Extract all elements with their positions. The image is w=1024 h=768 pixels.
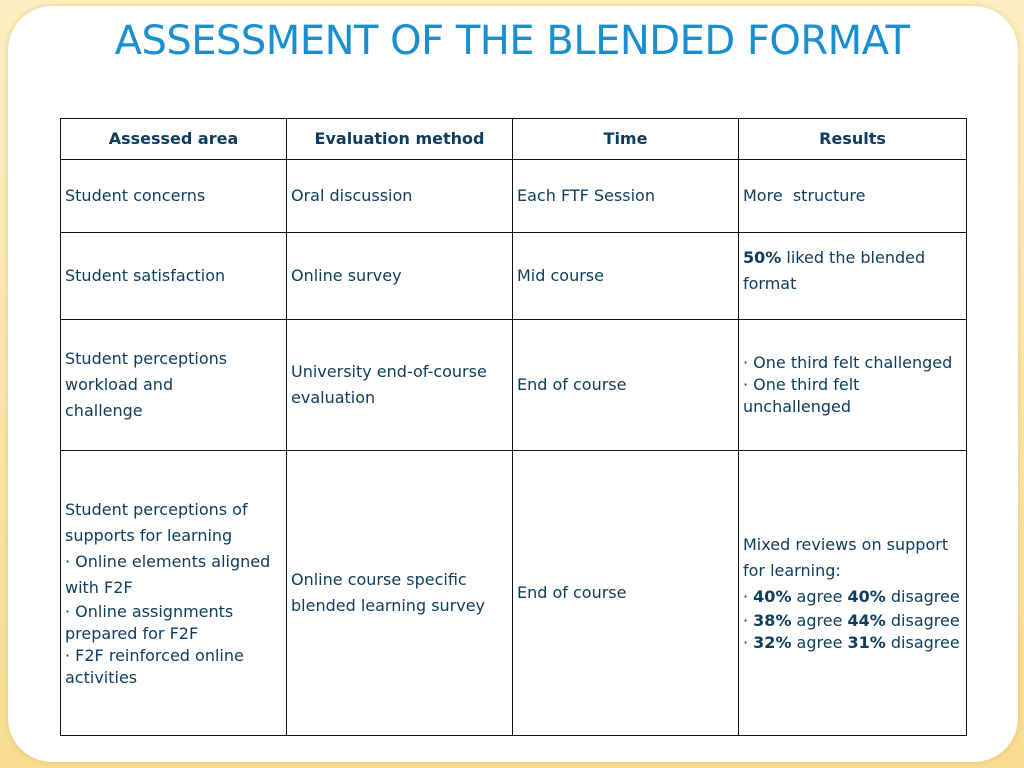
area-line: workload and	[65, 375, 174, 394]
method-line: University end-of-course	[291, 362, 487, 381]
cell-method: Online survey	[286, 232, 513, 320]
result-bullet: · One third felt challenged	[743, 353, 953, 372]
header-assessed-area: Assessed area	[60, 118, 287, 160]
cell-area: Student satisfaction	[60, 232, 287, 320]
cell-area: Student perceptions of supports for lear…	[60, 450, 287, 736]
disagree-word: disagree	[885, 587, 960, 606]
agree-pct: 38%	[753, 611, 792, 630]
table-header-row: Assessed area Evaluation method Time Res…	[60, 118, 967, 160]
cell-method: University end-of-course evaluation	[286, 319, 513, 451]
cell-method: Oral discussion	[286, 159, 513, 233]
cell-result: More structure	[738, 159, 967, 233]
result-item: · 38% agree 44% disagree	[743, 610, 962, 632]
agree-pct: 40%	[753, 587, 792, 606]
agree-word: agree	[791, 611, 848, 630]
table-row: Student satisfaction Online survey Mid c…	[60, 232, 967, 320]
cell-result: · One third felt challenged · One third …	[738, 319, 967, 451]
table-row: Student concerns Oral discussion Each FT…	[60, 159, 967, 233]
area-bullet: · Online assignments prepared for F2F	[65, 602, 234, 643]
result-text: liked the blended format	[743, 248, 926, 293]
bullet-dot: ·	[743, 611, 754, 630]
result-item: · 32% agree 31% disagree	[743, 632, 962, 654]
bullet-dot: ·	[743, 633, 754, 652]
agree-pct: 32%	[753, 633, 792, 652]
cell-result: 50% liked the blended format	[738, 232, 967, 320]
cell-time: Mid course	[512, 232, 739, 320]
cell-time: End of course	[512, 319, 739, 451]
cell-area: Student concerns	[60, 159, 287, 233]
cell-area: Student perceptions workload and challen…	[60, 319, 287, 451]
area-bullet: · Online elements aligned with F2F	[65, 552, 271, 597]
disagree-pct: 31%	[847, 633, 886, 652]
area-line: Student perceptions	[65, 349, 228, 368]
area-line: challenge	[65, 401, 143, 420]
header-evaluation-method: Evaluation method	[286, 118, 513, 160]
header-results: Results	[738, 118, 967, 160]
area-bullet: · F2F reinforced online activities	[65, 646, 244, 687]
result-bullet: · One third felt unchallenged	[743, 375, 860, 416]
header-time: Time	[512, 118, 739, 160]
cell-time: End of course	[512, 450, 739, 736]
assessment-table: Assessed area Evaluation method Time Res…	[60, 118, 967, 736]
cell-method: Online course specific blended learning …	[286, 450, 513, 736]
method-line: blended learning survey	[291, 596, 486, 615]
result-intro: Mixed reviews on support for learning:	[743, 535, 949, 580]
table-row: Student perceptions workload and challen…	[60, 319, 967, 451]
method-line: evaluation	[291, 388, 376, 407]
disagree-pct: 40%	[847, 587, 886, 606]
result-percentage: 50%	[743, 248, 782, 267]
cell-result: Mixed reviews on support for learning: ·…	[738, 450, 967, 736]
area-intro: Student perceptions of supports for lear…	[65, 500, 248, 545]
method-line: Online course specific	[291, 570, 467, 589]
cell-time: Each FTF Session	[512, 159, 739, 233]
result-item: · 40% agree 40% disagree	[743, 584, 962, 610]
disagree-pct: 44%	[847, 611, 886, 630]
disagree-word: disagree	[885, 633, 960, 652]
bullet-dot: ·	[743, 587, 754, 606]
agree-word: agree	[791, 587, 848, 606]
slide-title: ASSESSMENT OF THE BLENDED FORMAT	[114, 18, 910, 64]
table-row: Student perceptions of supports for lear…	[60, 450, 967, 736]
disagree-word: disagree	[885, 611, 960, 630]
agree-word: agree	[791, 633, 848, 652]
